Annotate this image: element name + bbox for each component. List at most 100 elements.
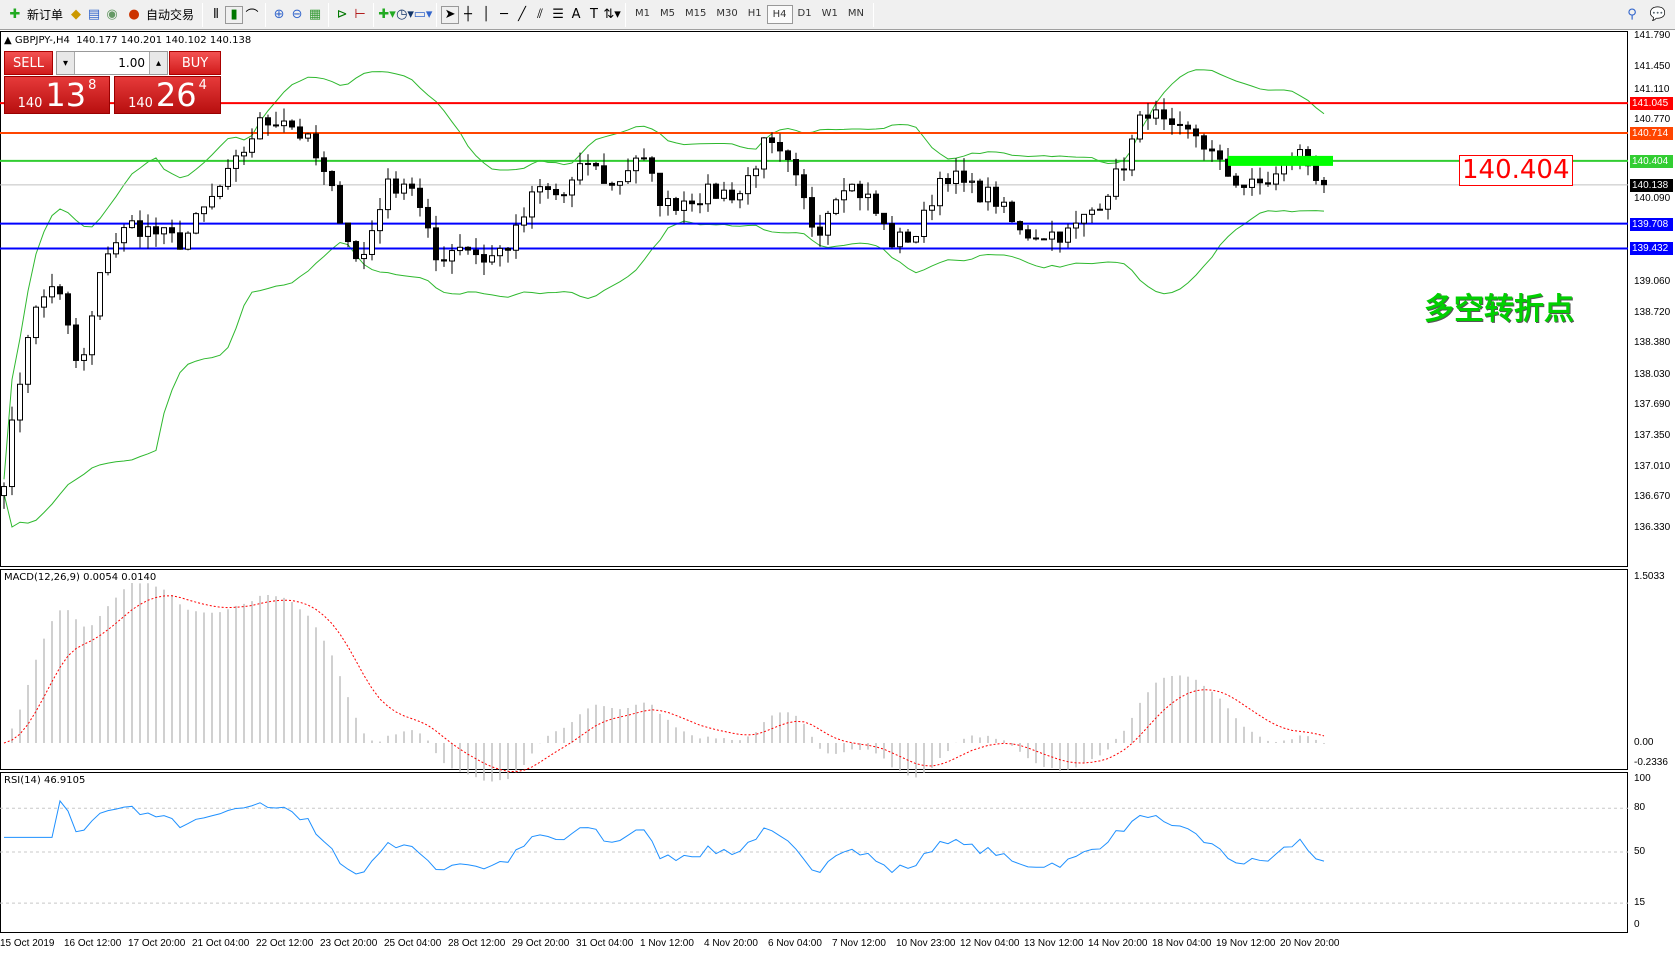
periods-icon[interactable]: ◷▾ bbox=[396, 7, 414, 22]
line-chart-icon[interactable]: ⌒ bbox=[245, 9, 259, 24]
bull-candle bbox=[161, 227, 167, 235]
price-tick: 137.010 bbox=[1634, 460, 1671, 472]
bear-candle bbox=[1313, 165, 1319, 181]
chart-canvas[interactable] bbox=[0, 31, 1675, 954]
cursor-icon[interactable]: ➤ bbox=[441, 5, 460, 24]
price-annotation-label[interactable]: 140.404 bbox=[1459, 155, 1573, 186]
reversal-point-annotation[interactable]: 多空转折点 bbox=[1424, 292, 1574, 327]
search-icon[interactable]: ⚲ bbox=[1627, 7, 1637, 22]
equidistant-channel-icon[interactable]: ⫽ bbox=[537, 7, 543, 22]
bull-candle bbox=[833, 199, 839, 214]
bull-candle bbox=[1097, 208, 1103, 211]
bull-candle bbox=[1137, 114, 1143, 140]
sell-price[interactable]: 140 13 8 bbox=[4, 76, 110, 114]
bear-candle bbox=[785, 150, 791, 161]
navigator-icon[interactable]: ◆ bbox=[71, 7, 82, 22]
timeframe-h1[interactable]: H1 bbox=[747, 8, 762, 19]
bear-candle bbox=[473, 249, 479, 256]
increase-lot-button[interactable]: ▴ bbox=[149, 52, 167, 74]
bull-candle bbox=[537, 186, 543, 193]
fibonacci-icon[interactable]: ☰ bbox=[552, 7, 564, 22]
lot-size-stepper[interactable]: ▾ 1.00 ▴ bbox=[56, 51, 168, 75]
tile-windows-icon[interactable]: ▦ bbox=[308, 7, 322, 22]
templates-icon[interactable]: ▭▾ bbox=[413, 7, 433, 22]
text-label-icon[interactable]: T bbox=[590, 7, 598, 22]
text-icon[interactable]: A bbox=[571, 7, 581, 22]
crosshair-icon[interactable]: ┼ bbox=[464, 7, 472, 22]
price-tick: 138.720 bbox=[1634, 306, 1671, 318]
bear-candle bbox=[73, 324, 79, 361]
timeframe-w1[interactable]: W1 bbox=[821, 8, 838, 19]
timeframe-m30[interactable]: M30 bbox=[716, 8, 738, 19]
bear-candle bbox=[689, 200, 695, 205]
bull-candle bbox=[1089, 209, 1095, 215]
bear-candle bbox=[289, 120, 295, 128]
bear-candle bbox=[777, 141, 783, 152]
new-order-button[interactable]: ✚ 新订单 bbox=[2, 3, 67, 27]
bull-candle bbox=[89, 315, 95, 356]
arrows-icon[interactable]: ⇅▾ bbox=[603, 7, 621, 22]
rsi-axis-tick: 100 bbox=[1634, 773, 1651, 784]
auto-scroll-icon[interactable]: ⊳ bbox=[336, 7, 348, 22]
bear-candle bbox=[649, 157, 655, 174]
time-tick: 4 Nov 20:00 bbox=[704, 938, 758, 949]
bull-candle bbox=[849, 183, 855, 192]
timeframe-h4[interactable]: H4 bbox=[766, 5, 793, 24]
chat-icon[interactable]: 💬 bbox=[1649, 7, 1667, 22]
bull-candle bbox=[1001, 201, 1007, 207]
bollinger-lower-band bbox=[3, 210, 1325, 528]
time-tick: 20 Nov 20:00 bbox=[1280, 938, 1340, 949]
rsi-axis-tick: 80 bbox=[1634, 802, 1646, 814]
bull-candle bbox=[129, 220, 135, 229]
bar-chart-icon[interactable]: ⫴ bbox=[213, 7, 219, 22]
bear-candle bbox=[1185, 124, 1191, 130]
bull-candle bbox=[897, 231, 903, 248]
bear-candle bbox=[993, 186, 999, 207]
bull-candle bbox=[1049, 231, 1055, 240]
signals-icon[interactable]: ◉ bbox=[106, 7, 118, 22]
indicators-icon[interactable]: ✚▾ bbox=[378, 7, 396, 22]
timeframe-m1[interactable]: M1 bbox=[635, 8, 651, 19]
bull-candle bbox=[377, 209, 383, 232]
bull-candle bbox=[401, 183, 407, 194]
bear-candle bbox=[1257, 178, 1263, 184]
zoom-in-icon[interactable]: ⊕ bbox=[273, 7, 285, 22]
bear-candle bbox=[321, 157, 327, 172]
price-tick: 137.350 bbox=[1634, 430, 1671, 442]
buy-price[interactable]: 140 26 4 bbox=[114, 76, 221, 114]
lot-size-input[interactable]: 1.00 bbox=[75, 52, 149, 74]
chart-shift-icon[interactable]: ⊢ bbox=[354, 7, 366, 22]
candlestick-icon[interactable]: ▮ bbox=[225, 5, 244, 24]
timeframe-d1[interactable]: D1 bbox=[797, 8, 812, 19]
bear-candle bbox=[57, 286, 63, 295]
autotrading-button[interactable]: ● 自动交易 bbox=[121, 3, 198, 27]
buy-button[interactable]: BUY bbox=[169, 51, 221, 75]
trendline-icon[interactable]: ╱ bbox=[518, 7, 526, 22]
bull-candle bbox=[529, 191, 535, 218]
bear-candle bbox=[1161, 109, 1167, 120]
bear-candle bbox=[873, 193, 879, 214]
bear-candle bbox=[657, 172, 663, 206]
market-watch-icon[interactable]: ▤ bbox=[87, 7, 101, 22]
bull-candle bbox=[281, 120, 287, 127]
timeframe-m5[interactable]: M5 bbox=[660, 8, 676, 19]
macd-axis-tick: -0.2336 bbox=[1634, 757, 1668, 768]
bear-candle bbox=[1321, 179, 1327, 186]
timeframe-mn[interactable]: MN bbox=[847, 8, 864, 19]
bear-candle bbox=[1177, 123, 1183, 126]
timeframe-m15[interactable]: M15 bbox=[685, 8, 707, 19]
chart-window[interactable] bbox=[0, 31, 1675, 954]
bear-candle bbox=[857, 183, 863, 199]
rsi-axis-tick: 50 bbox=[1634, 846, 1646, 857]
bear-candle bbox=[313, 133, 319, 159]
time-tick: 1 Nov 12:00 bbox=[640, 938, 694, 949]
bull-candle bbox=[225, 167, 231, 187]
horizontal-line-icon[interactable]: ─ bbox=[500, 7, 508, 22]
decrease-lot-button[interactable]: ▾ bbox=[57, 52, 75, 74]
zoom-out-icon[interactable]: ⊖ bbox=[291, 7, 303, 22]
sell-button[interactable]: SELL bbox=[4, 51, 53, 75]
bull-candle bbox=[41, 296, 47, 308]
bull-candle bbox=[105, 253, 111, 274]
annotation-highlight-bar bbox=[1228, 155, 1333, 166]
vertical-line-icon[interactable]: │ bbox=[482, 7, 490, 22]
